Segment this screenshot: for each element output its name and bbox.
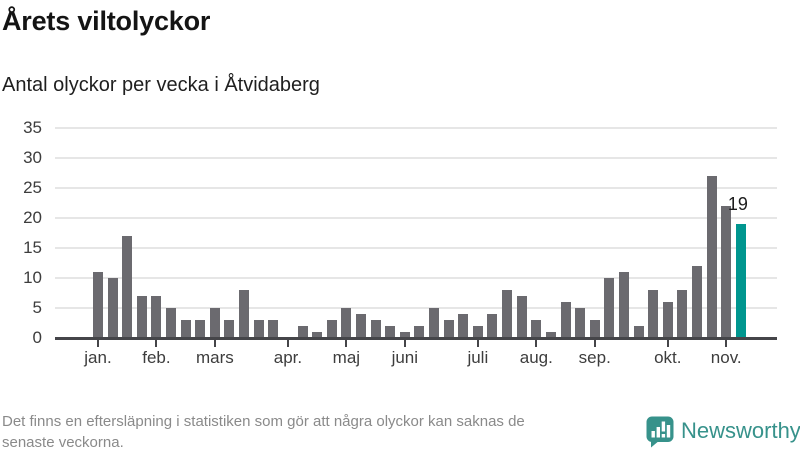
y-axis-tick-label: 10 bbox=[23, 268, 42, 287]
x-axis-tick bbox=[97, 340, 99, 347]
y-axis-tick-label: 0 bbox=[32, 328, 42, 347]
gridline bbox=[55, 247, 777, 249]
x-axis-line bbox=[55, 337, 777, 340]
x-axis-month-label: jan. bbox=[84, 348, 112, 367]
x-axis-month-label: mars bbox=[195, 348, 234, 367]
bar bbox=[458, 314, 469, 338]
bar bbox=[341, 308, 352, 338]
bar-chart: 0 5 10 15 20 25 30 35 jan. feb. mars apr. maj juni jul… bbox=[23, 118, 777, 367]
gridline bbox=[55, 307, 777, 309]
bar bbox=[443, 320, 454, 338]
gridline bbox=[55, 277, 777, 279]
bar bbox=[575, 308, 586, 338]
x-axis-month-label: okt. bbox=[654, 348, 682, 367]
y-axis-tick-label: 30 bbox=[23, 148, 42, 167]
bar bbox=[326, 320, 337, 338]
x-axis-month-label: juni bbox=[391, 348, 419, 367]
bar bbox=[648, 290, 659, 338]
bar bbox=[531, 320, 542, 338]
bar bbox=[633, 326, 644, 338]
bar bbox=[180, 320, 191, 338]
x-axis-tick bbox=[345, 340, 348, 347]
x-axis-month-label: juli bbox=[467, 348, 489, 367]
bar bbox=[516, 296, 527, 338]
y-axis-tick-label: 25 bbox=[23, 178, 42, 197]
bar bbox=[195, 320, 206, 338]
bar bbox=[93, 272, 103, 338]
gridline bbox=[55, 187, 777, 189]
x-axis-tick bbox=[403, 340, 406, 347]
bar bbox=[209, 308, 220, 338]
chart-subtitle: Antal olyckor per vecka i Åtvidaberg bbox=[2, 74, 320, 96]
brand-name: Newsworthy bbox=[681, 418, 800, 443]
bar bbox=[589, 320, 600, 338]
bar bbox=[487, 314, 498, 338]
x-axis-tick bbox=[725, 340, 728, 347]
bar bbox=[370, 320, 381, 338]
bar bbox=[677, 290, 688, 338]
x-axis-month-label: apr. bbox=[273, 348, 303, 367]
footnote: Det finns en eftersläpning i statistiken… bbox=[2, 411, 634, 450]
bar bbox=[706, 176, 717, 338]
page-title: Årets viltolyckor bbox=[2, 6, 211, 36]
bar bbox=[414, 326, 425, 338]
bar bbox=[297, 326, 308, 338]
x-axis-month-label: aug. bbox=[519, 348, 553, 367]
bar bbox=[136, 296, 147, 338]
x-axis-month-label: sep. bbox=[578, 348, 611, 367]
bar bbox=[253, 320, 264, 338]
bar bbox=[399, 332, 410, 338]
x-axis-tick bbox=[213, 340, 216, 347]
x-axis-month-label: maj bbox=[332, 348, 361, 367]
newsworthy-logo: Newsworthy bbox=[646, 416, 800, 450]
bar bbox=[662, 302, 673, 338]
footnote-line: senaste veckorna. bbox=[2, 434, 124, 450]
chart-bubble-icon bbox=[646, 416, 674, 450]
bar bbox=[604, 278, 615, 338]
bar bbox=[560, 302, 571, 338]
gridline bbox=[55, 127, 777, 129]
x-axis-tick bbox=[593, 340, 596, 347]
bar bbox=[122, 236, 133, 338]
y-axis-tick-label: 15 bbox=[23, 238, 42, 257]
bar bbox=[107, 278, 118, 338]
bar bbox=[312, 332, 323, 338]
x-axis-tick bbox=[666, 340, 669, 347]
last-value-label: 19 bbox=[727, 194, 748, 214]
x-axis-tick bbox=[155, 340, 158, 347]
x-axis-tick bbox=[286, 340, 289, 347]
bar bbox=[502, 290, 513, 338]
x-axis-tick bbox=[535, 340, 538, 347]
bar bbox=[151, 296, 162, 338]
footnote-line: Det finns en eftersläpning i statistiken… bbox=[2, 413, 525, 430]
bar-current-week bbox=[735, 224, 746, 338]
x-axis-tick bbox=[476, 340, 479, 347]
bar bbox=[545, 332, 556, 338]
bar bbox=[472, 326, 483, 338]
bar bbox=[429, 308, 440, 338]
bar bbox=[355, 314, 366, 338]
bar bbox=[166, 308, 177, 338]
y-axis-tick-label: 35 bbox=[23, 118, 42, 137]
gridline bbox=[55, 157, 777, 159]
gridline bbox=[55, 217, 777, 219]
bar bbox=[618, 272, 629, 338]
x-axis-month-label: nov. bbox=[710, 348, 742, 367]
bar bbox=[224, 320, 235, 338]
bar bbox=[721, 206, 732, 338]
y-axis-tick-label: 20 bbox=[23, 208, 42, 227]
bar bbox=[239, 290, 250, 338]
y-axis-tick-label: 5 bbox=[32, 298, 42, 317]
x-axis-month-label: feb. bbox=[142, 348, 171, 367]
bar bbox=[385, 326, 396, 338]
bar bbox=[268, 320, 279, 338]
bar bbox=[692, 266, 702, 338]
